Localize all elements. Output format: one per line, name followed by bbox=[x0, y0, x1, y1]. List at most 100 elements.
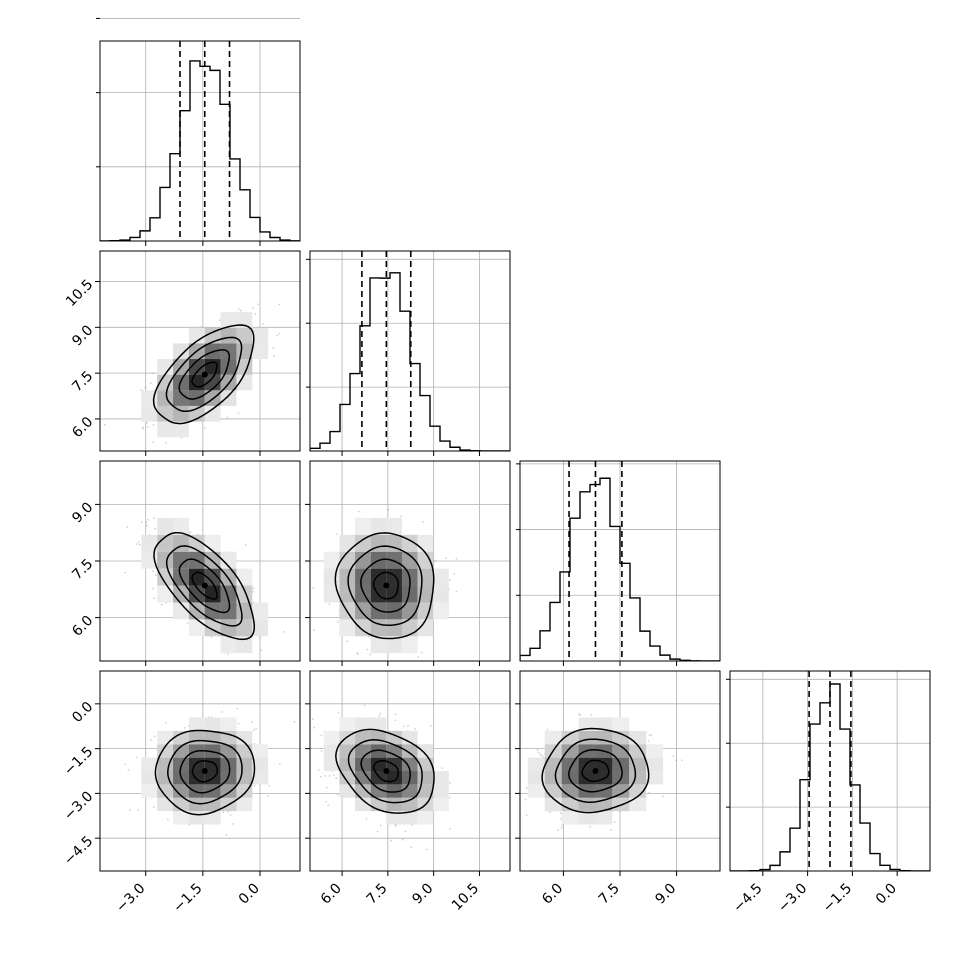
panel-0-0 bbox=[96, 17, 301, 246]
density-cell bbox=[370, 784, 387, 798]
y-tick-label: 7.5 bbox=[69, 368, 96, 395]
density-cell bbox=[252, 327, 269, 344]
sample-point bbox=[356, 652, 359, 654]
density-cell bbox=[370, 619, 387, 637]
sample-point bbox=[147, 518, 150, 521]
sample-point bbox=[328, 603, 331, 606]
density-cell bbox=[204, 568, 221, 586]
density-cell bbox=[157, 551, 174, 569]
density-cell bbox=[595, 717, 613, 731]
density-layer bbox=[124, 707, 296, 836]
density-cell bbox=[527, 784, 545, 798]
y-tick-label: −3.0 bbox=[61, 788, 96, 823]
density-cell bbox=[595, 771, 613, 785]
density-cell bbox=[629, 771, 647, 785]
contour-level-0 bbox=[191, 571, 218, 600]
panel-3-1: 6.0 7.5 9.0 10.5 bbox=[305, 670, 511, 914]
density-cell bbox=[578, 730, 596, 745]
sample-point bbox=[680, 759, 683, 762]
sample-point bbox=[253, 784, 256, 787]
density-cell bbox=[578, 797, 596, 812]
density-cell bbox=[355, 517, 371, 535]
density-cell bbox=[236, 797, 253, 812]
density-cell bbox=[323, 585, 340, 603]
x-tick-label: −3.0 bbox=[775, 881, 810, 916]
density-cell bbox=[220, 359, 237, 375]
density-cell bbox=[370, 757, 387, 771]
sample-point bbox=[546, 728, 549, 731]
sample-point bbox=[260, 649, 263, 652]
sample-point bbox=[160, 603, 163, 606]
sample-point bbox=[417, 656, 419, 658]
density-cell bbox=[173, 744, 189, 758]
sample-point bbox=[414, 728, 417, 730]
x-tick-label: 9.0 bbox=[409, 881, 436, 908]
sample-point bbox=[273, 354, 275, 357]
density-cell bbox=[188, 327, 205, 344]
density-cell bbox=[561, 744, 579, 758]
histogram-step bbox=[520, 477, 720, 661]
x-tick-label: 6.0 bbox=[539, 881, 566, 908]
density-cell bbox=[141, 534, 158, 552]
x-tick-label: 0.0 bbox=[236, 881, 263, 908]
sample-point bbox=[402, 725, 405, 728]
density-layer bbox=[312, 508, 458, 665]
sample-point bbox=[140, 521, 143, 523]
sample-point bbox=[394, 824, 397, 827]
sample-point bbox=[151, 372, 154, 374]
panel-frame bbox=[99, 40, 301, 242]
contour-level-2 bbox=[554, 738, 637, 803]
sample-point bbox=[549, 811, 552, 814]
density-cell bbox=[595, 811, 613, 825]
sample-point bbox=[145, 524, 148, 527]
sample-point bbox=[237, 412, 240, 415]
sample-point bbox=[237, 722, 240, 725]
y-tick-label: 9.0 bbox=[69, 499, 96, 526]
sample-point bbox=[672, 755, 675, 758]
sample-point bbox=[236, 707, 239, 710]
density-cell bbox=[173, 602, 189, 620]
sample-point bbox=[328, 774, 331, 777]
sample-point bbox=[561, 824, 563, 827]
sample-point bbox=[252, 729, 255, 731]
panel-2-2 bbox=[516, 460, 721, 666]
density-cell bbox=[173, 811, 189, 825]
sample-point bbox=[253, 742, 256, 745]
sample-point bbox=[153, 517, 155, 519]
density-cell bbox=[157, 585, 174, 603]
density-cell bbox=[157, 534, 174, 552]
density-cell bbox=[595, 757, 613, 771]
sample-point bbox=[128, 808, 131, 811]
contour-level-2 bbox=[165, 336, 243, 413]
sample-point bbox=[210, 635, 213, 638]
sample-point bbox=[204, 427, 206, 430]
sample-point bbox=[421, 651, 423, 654]
sample-point bbox=[220, 711, 223, 713]
density-cell bbox=[544, 730, 562, 745]
density-cell bbox=[252, 771, 269, 785]
sample-point bbox=[184, 726, 186, 729]
sample-point bbox=[165, 721, 167, 724]
density-cell bbox=[204, 359, 221, 375]
contour-level-3 bbox=[153, 531, 256, 641]
panel-frame bbox=[309, 250, 511, 452]
sample-point bbox=[434, 559, 436, 562]
contour-level-3 bbox=[334, 532, 435, 640]
contour-level-0 bbox=[581, 759, 610, 783]
density-cell bbox=[612, 744, 630, 758]
density-cell bbox=[236, 374, 253, 391]
sample-point bbox=[337, 711, 340, 714]
density-cell bbox=[561, 730, 579, 745]
density-cell bbox=[252, 619, 269, 637]
y-tick-label: −1.5 bbox=[61, 744, 96, 779]
density-cell bbox=[173, 784, 189, 798]
sample-point bbox=[200, 325, 203, 328]
density-cell bbox=[433, 784, 449, 798]
panel-1-1 bbox=[306, 250, 511, 456]
density-cell bbox=[417, 771, 434, 785]
panel-2-1 bbox=[305, 460, 511, 666]
panel-frame bbox=[99, 250, 301, 452]
density-cell bbox=[204, 811, 221, 825]
sample-point bbox=[436, 663, 438, 665]
sample-point bbox=[268, 785, 271, 787]
